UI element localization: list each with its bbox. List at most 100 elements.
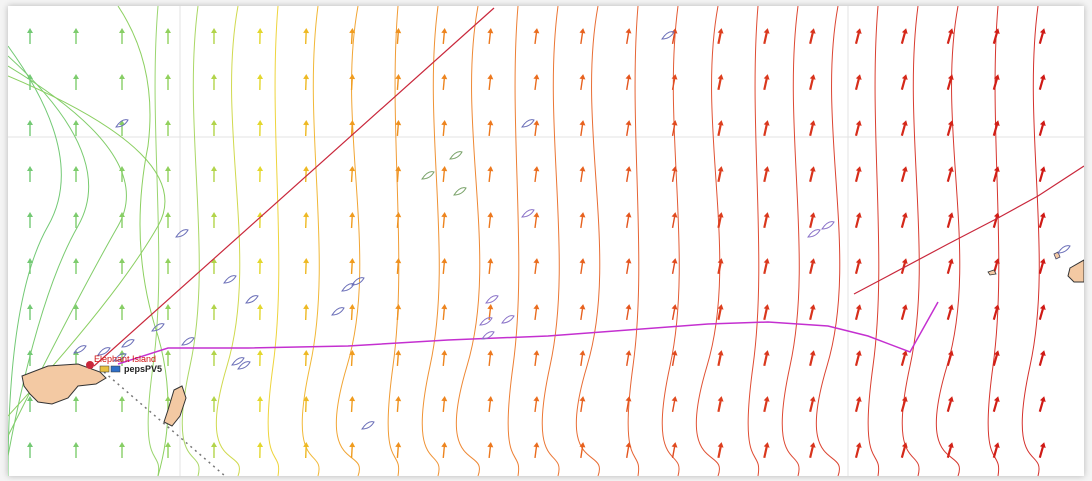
wind-arrow-head: [349, 212, 356, 218]
wind-arrow-head: [165, 258, 171, 263]
wind-arrow: [487, 120, 494, 137]
wind-arrow-head: [487, 212, 494, 218]
wind-arrow: [533, 258, 540, 275]
wind-arrow: [854, 350, 862, 367]
wind-arrow: [671, 120, 678, 136]
boat-name-label[interactable]: pepsPV5: [124, 364, 162, 374]
wind-arrow-head: [303, 258, 310, 264]
wind-arrow: [257, 396, 264, 413]
wind-arrow: [257, 304, 264, 321]
wind-arrow-head: [579, 212, 586, 218]
wind-arrow: [1038, 74, 1046, 90]
wind-arrow: [73, 304, 79, 320]
player-boat-group[interactable]: Elephant Island pepsPV5: [86, 354, 162, 374]
ghost-boat-icon: [181, 337, 195, 346]
wind-isoline: [575, 6, 601, 476]
wind-arrow-head: [395, 28, 402, 34]
great-circle-route: [93, 7, 495, 367]
wind-arrow: [763, 396, 770, 413]
ghost-boat-icon: [481, 331, 495, 340]
wind-arrow-head: [901, 28, 908, 34]
map-canvas[interactable]: Elephant Island pepsPV5: [8, 6, 1084, 476]
wind-arrow: [119, 166, 125, 182]
wind-arrow: [717, 120, 724, 137]
wind-arrow: [487, 212, 494, 229]
wind-isoline-left: [117, 6, 169, 476]
wind-arrow-head: [947, 304, 954, 310]
wind-arrow-head: [303, 28, 310, 34]
ghost-boat-icon: [807, 229, 821, 238]
wind-arrow-head: [625, 350, 632, 356]
wind-arrow: [349, 166, 356, 183]
wind-arrow: [809, 442, 816, 459]
wind-isoline: [387, 6, 400, 476]
wind-arrow-head: [993, 166, 1000, 172]
wind-arrow: [27, 442, 33, 458]
wind-arrow: [533, 350, 540, 367]
wind-arrow: [946, 166, 954, 182]
wind-arrow: [487, 74, 494, 91]
wind-arrow-head: [855, 258, 862, 264]
wind-arrow-head: [579, 74, 586, 80]
wind-arrow-head: [73, 304, 79, 309]
wind-arrow: [27, 166, 33, 182]
wind-arrow: [27, 120, 33, 136]
wind-arrow: [349, 442, 356, 459]
wind-arrow: [119, 28, 125, 44]
wind-arrow-head: [809, 396, 816, 402]
wind-arrow-head: [441, 166, 448, 172]
wind-arrow-head: [579, 304, 586, 310]
wind-arrow-head: [993, 304, 1000, 310]
wind-arrow-head: [395, 304, 402, 310]
wind-arrow-head: [441, 28, 448, 34]
wind-arrow-head: [579, 258, 586, 264]
wind-arrow: [854, 304, 862, 321]
player-boat-marker[interactable]: [86, 361, 94, 369]
wind-arrow: [165, 350, 171, 366]
wind-arrow-head: [717, 166, 724, 172]
wind-arrow-head: [165, 350, 171, 355]
wind-isoline: [901, 6, 920, 476]
wind-arrow: [441, 258, 448, 275]
wind-arrow: [395, 212, 402, 229]
ghost-boat-icon: [661, 31, 675, 40]
wind-isoline: [627, 6, 640, 476]
ghost-boat-icon: [73, 345, 87, 354]
ghost-boat-icon: [175, 229, 189, 238]
wind-arrow: [671, 212, 678, 228]
wind-arrow-head: [1039, 396, 1046, 402]
wind-arrow: [211, 442, 218, 459]
wind-arrow: [211, 258, 218, 275]
wind-arrow: [257, 350, 264, 367]
wind-arrow: [533, 212, 540, 229]
wind-arrow: [441, 212, 448, 229]
wind-arrow-head: [119, 28, 125, 33]
wind-arrow: [303, 120, 310, 137]
wind-arrow-head: [395, 166, 402, 172]
wind-arrow-head: [717, 442, 724, 448]
wind-arrow: [73, 258, 79, 274]
wind-arrow: [809, 350, 816, 367]
wind-arrow-head: [441, 74, 448, 80]
wind-arrow-head: [27, 350, 33, 355]
ghost-boat-icon: [521, 119, 535, 128]
wind-arrow-head: [27, 120, 33, 125]
boat-flag-icon-2: [110, 365, 121, 373]
wind-arrow-head: [809, 442, 816, 448]
wind-arrow-head: [671, 212, 678, 218]
wind-arrow: [395, 166, 402, 183]
wind-arrow-head: [165, 212, 171, 217]
wind-arrow: [717, 304, 724, 321]
wind-arrow-head: [533, 28, 540, 34]
wind-arrow-head: [349, 74, 356, 80]
wind-arrow: [625, 74, 632, 91]
wind-arrow: [625, 28, 632, 45]
wind-arrow-head: [579, 442, 586, 448]
wind-map[interactable]: Elephant Island pepsPV5: [8, 6, 1084, 476]
wind-arrow-head: [257, 442, 264, 448]
ghost-boat-icon: [1057, 245, 1071, 254]
wind-arrow-head: [671, 28, 678, 34]
wind-arrow: [671, 166, 678, 182]
wind-arrow: [487, 442, 494, 459]
wind-arrow-head: [855, 304, 862, 310]
